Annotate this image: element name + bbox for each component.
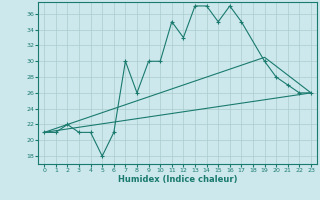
X-axis label: Humidex (Indice chaleur): Humidex (Indice chaleur)	[118, 175, 237, 184]
